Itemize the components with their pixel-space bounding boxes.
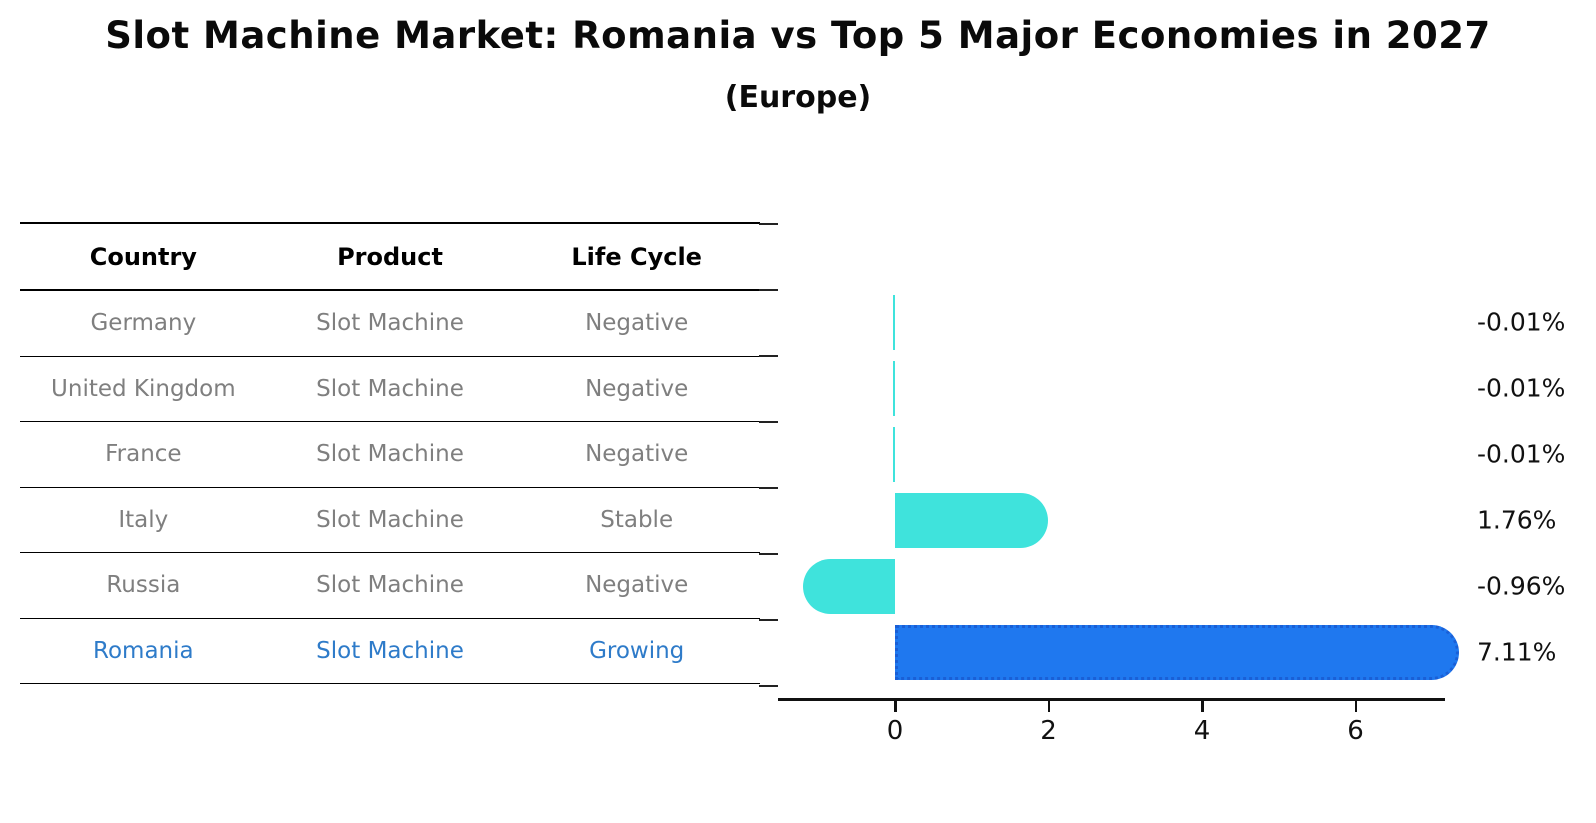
x-axis-tick-label: 2 (1040, 716, 1057, 746)
chart-subtitle: (Europe) (724, 80, 872, 115)
chart-title: Slot Machine Market: Romania vs Top 5 Ma… (105, 14, 1491, 57)
table-header-row: Country Product Life Cycle (20, 222, 760, 291)
table-row-united-kingdom: United Kingdom Slot Machine Negative (20, 357, 760, 422)
x-axis-tick-label: 6 (1347, 716, 1364, 746)
cell-country: United Kingdom (51, 375, 236, 402)
cell-country: Italy (118, 506, 169, 533)
value-label-germany: -0.01% (1477, 307, 1566, 337)
value-label-italy: 1.76% (1477, 505, 1557, 535)
table-row-romania: Romania Slot Machine Growing (20, 619, 760, 684)
y-axis-tick (759, 421, 778, 423)
cell-country: Russia (106, 572, 181, 599)
value-label-romania: 7.11% (1477, 637, 1557, 667)
y-axis-tick (759, 223, 778, 225)
x-axis-tick-label: 4 (1193, 716, 1211, 746)
y-axis-tick (759, 355, 778, 357)
value-label-france: -0.01% (1477, 439, 1566, 469)
y-axis-tick (759, 553, 778, 555)
cell-life-cycle: Negative (585, 572, 689, 599)
cell-life-cycle: Negative (585, 310, 689, 337)
bar-italy (895, 492, 1049, 548)
bar-romania (895, 624, 1459, 680)
y-axis-tick (759, 487, 778, 489)
x-axis-tick (894, 701, 897, 712)
cell-life-cycle: Negative (585, 375, 689, 402)
table-row-italy: Italy Slot Machine Stable (20, 488, 760, 553)
cell-product: Slot Machine (316, 310, 464, 337)
cell-product: Slot Machine (316, 637, 464, 664)
cell-product: Slot Machine (316, 506, 464, 533)
x-axis-line (778, 698, 1445, 701)
cell-life-cycle: Growing (589, 637, 685, 664)
column-header-country: Country (89, 242, 197, 271)
cell-product: Slot Machine (316, 441, 464, 468)
value-label-united-kingdom: -0.01% (1477, 373, 1566, 403)
bar-france (893, 426, 895, 482)
cell-life-cycle: Stable (600, 506, 674, 533)
table-body: Germany Slot Machine Negative United Kingdo… (20, 291, 760, 684)
y-axis-tick (759, 685, 778, 687)
column-header-product: Product (337, 242, 443, 271)
country-table: Country Product Life Cycle Germany Slot M… (20, 222, 760, 684)
cell-country: France (105, 441, 182, 468)
value-label-russia: -0.96% (1477, 571, 1566, 601)
x-axis-tick-label: 0 (886, 716, 904, 746)
y-axis-tick (759, 619, 778, 621)
y-axis-tick (759, 289, 778, 291)
bar-united-kingdom (893, 360, 895, 416)
bar-russia (803, 558, 895, 614)
x-axis-tick (1047, 701, 1050, 712)
cell-life-cycle: Negative (585, 441, 689, 468)
table-row-germany: Germany Slot Machine Negative (20, 291, 760, 357)
cell-country: Romania (93, 637, 194, 664)
x-axis-tick (1354, 701, 1357, 712)
x-axis-tick (1201, 701, 1204, 712)
column-header-life-cycle: Life Cycle (571, 242, 702, 271)
cell-product: Slot Machine (316, 572, 464, 599)
bar-chart: 0 2 4 6 (759, 222, 1459, 746)
bar-germany (893, 294, 895, 350)
table-row-russia: Russia Slot Machine Negative (20, 553, 760, 619)
table-row-france: France Slot Machine Negative (20, 422, 760, 488)
cell-country: Germany (90, 310, 197, 337)
cell-product: Slot Machine (316, 375, 464, 402)
